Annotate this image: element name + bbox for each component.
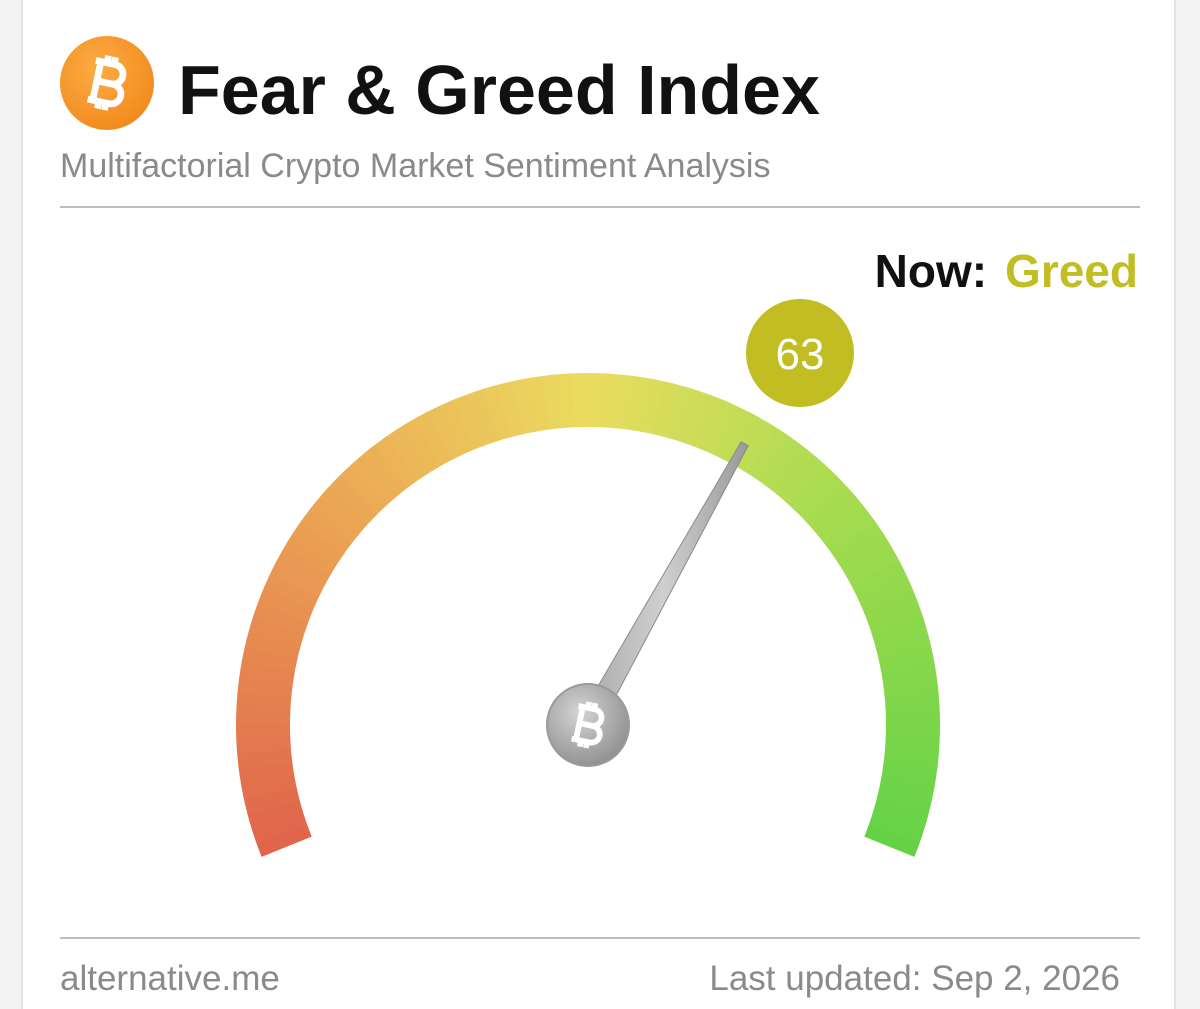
arc-segment: [797, 475, 847, 524]
arc-segment: [778, 454, 826, 505]
arc-segment: [426, 405, 463, 461]
arc-segment: [872, 799, 929, 829]
arc-segment: [878, 646, 935, 672]
arc-segment: [512, 378, 537, 435]
arc-segment: [883, 676, 939, 698]
arc-segment: [600, 373, 619, 429]
arc-segment: [237, 748, 293, 769]
arc-segment: [868, 812, 925, 843]
arc-segment: [689, 394, 723, 450]
subtitle: Multifactorial Crypto Market Sentiment A…: [60, 147, 770, 185]
arc-segment: [613, 374, 635, 430]
arc-segment: [831, 521, 885, 565]
arc-segment: [453, 393, 487, 450]
arc-segment: [557, 373, 576, 429]
arc-segment: [862, 588, 919, 622]
bitcoin-logo: [60, 36, 154, 130]
arc-segment: [864, 824, 920, 857]
arc-segment: [283, 534, 338, 575]
arc-segment: [788, 464, 837, 514]
arc-segment: [319, 486, 370, 533]
arc-segment: [881, 661, 937, 685]
arc-segment: [823, 509, 876, 554]
arc-segment: [244, 631, 301, 659]
arc-segment: [386, 427, 429, 481]
value-badge: [746, 299, 854, 407]
arc-segment: [236, 735, 291, 754]
classification: Greed: [1005, 245, 1138, 297]
arc-segment: [241, 646, 298, 672]
arc-segment: [652, 381, 680, 438]
arc-segment: [677, 389, 709, 445]
arc-segment: [736, 419, 777, 474]
arc-segment: [497, 381, 525, 438]
gauge-arc: [236, 372, 940, 857]
arc-segment: [626, 375, 650, 432]
arc-segment: [237, 676, 293, 698]
arc-segment: [247, 799, 304, 829]
arc-segment: [639, 378, 665, 435]
arc-segment: [879, 774, 936, 799]
title: Fear & Greed Index: [178, 51, 820, 129]
arc-segment: [374, 435, 419, 489]
arc-segment: [876, 787, 933, 814]
arc-segment: [276, 547, 331, 587]
arc-segment: [339, 464, 388, 514]
arc-segment: [871, 617, 928, 647]
arc-segment: [256, 824, 312, 857]
arc-segment: [885, 735, 940, 754]
arc-segment: [747, 427, 790, 481]
arc-segment: [248, 616, 305, 647]
gauge-hub: [546, 683, 630, 767]
arc-segment: [251, 811, 308, 843]
arc-segment: [362, 444, 408, 497]
arc-segment: [238, 761, 295, 784]
last-updated: Last updated: Sep 2, 2026: [709, 959, 1120, 998]
value-label: 63: [776, 330, 825, 379]
arc-segment: [439, 399, 475, 455]
arc-segment: [257, 588, 314, 622]
source: alternative.me: [60, 959, 280, 998]
arc-segment: [269, 560, 325, 598]
arc-segment: [243, 786, 300, 814]
arc-segment: [758, 436, 802, 489]
arc-segment: [291, 521, 345, 564]
arc-segment: [527, 375, 550, 432]
arc-segment: [838, 534, 893, 576]
arc-segment: [883, 748, 939, 769]
arc-segment: [815, 497, 867, 543]
arc-segment: [857, 574, 913, 610]
arc-segment: [713, 405, 751, 461]
arc-segment: [867, 602, 924, 635]
arc-segment: [542, 374, 563, 430]
now-label: Now:: [875, 245, 987, 297]
arc-segment: [399, 419, 440, 474]
arc-segment: [351, 454, 398, 505]
arc-segment: [240, 774, 297, 799]
arc-segment: [468, 389, 500, 445]
arc-segment: [845, 547, 900, 587]
arc-segment: [884, 692, 940, 711]
arc-segment: [412, 412, 452, 467]
arc-segment: [263, 574, 319, 610]
arc-segment: [806, 486, 857, 533]
arc-segment: [239, 661, 295, 685]
arc-segment: [881, 761, 938, 784]
arc-segment: [701, 399, 737, 455]
arc-segment: [664, 384, 694, 441]
arc-segment: [300, 509, 353, 554]
arc-segment: [482, 384, 512, 441]
arc-segment: [768, 445, 814, 497]
arc-segment: [309, 497, 361, 543]
arc-segment: [329, 475, 379, 523]
arc-segment: [724, 412, 764, 467]
arc-segment: [252, 602, 309, 634]
arc-segment: [851, 560, 907, 599]
arc-segment: [236, 691, 292, 711]
arc-segment: [875, 631, 932, 660]
